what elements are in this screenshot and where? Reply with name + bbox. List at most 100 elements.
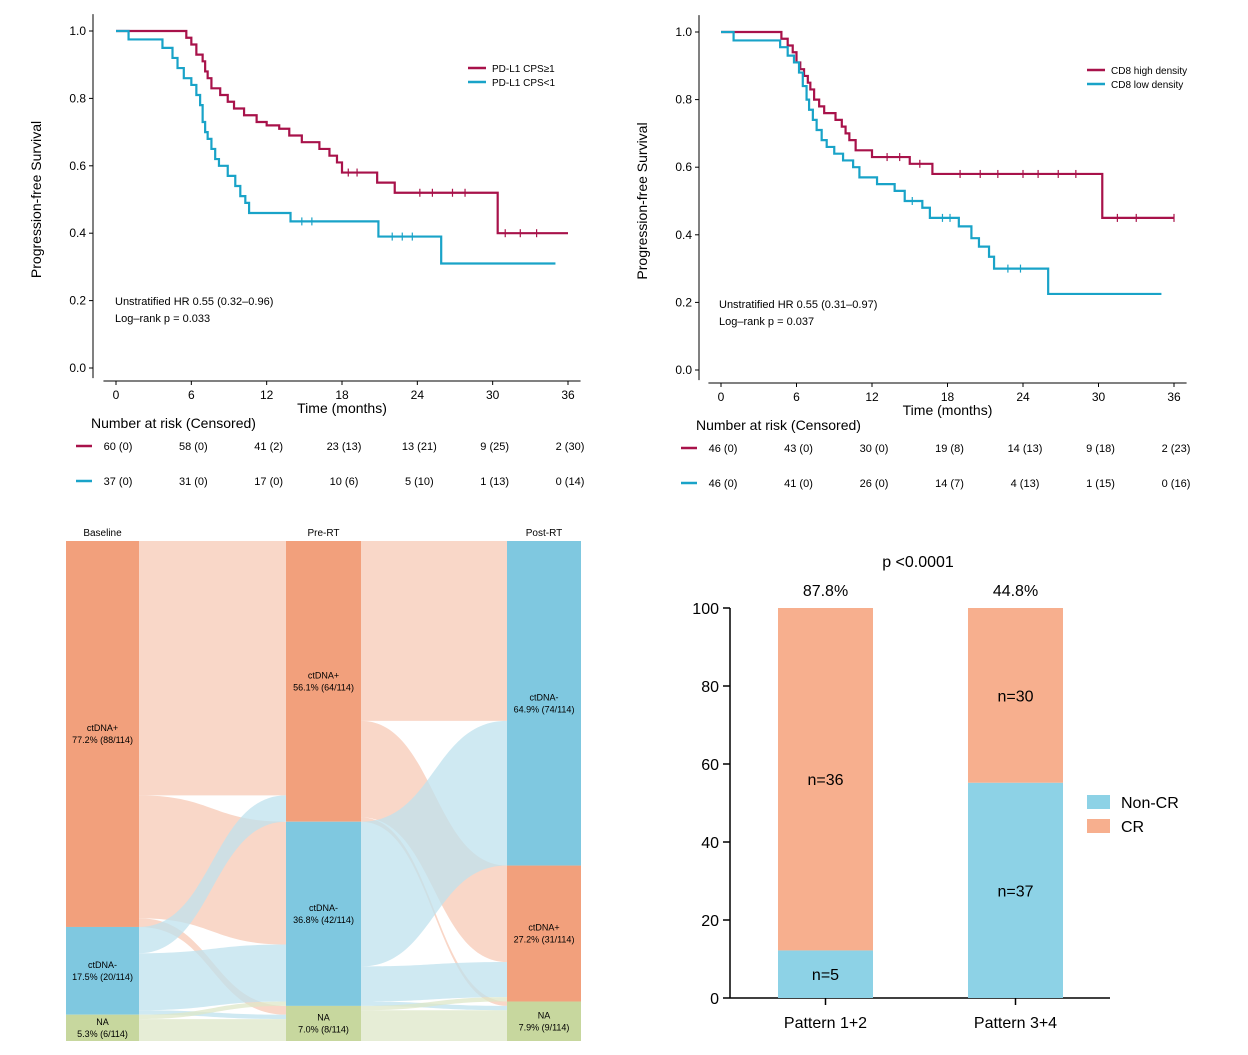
x-tick-label: 30 <box>486 388 500 402</box>
x-tick-label: 36 <box>1167 390 1181 404</box>
sankey-node-neg <box>286 821 361 1006</box>
stage-label: Baseline <box>83 528 122 539</box>
km-curve-series-1 <box>116 29 568 235</box>
km-curve-series-2 <box>721 30 1162 296</box>
x-tick-label: 18 <box>335 388 349 402</box>
node-label: NA <box>317 1012 330 1022</box>
risk-cell: 58 (0) <box>179 441 208 453</box>
risk-cell: 46 (0) <box>709 478 738 490</box>
x-axis-label: Time (months) <box>297 400 387 416</box>
stats-annotation: Log–rank p = 0.033 <box>115 313 210 325</box>
chart-title: p <0.0001 <box>882 554 954 571</box>
bar-segment-non-cr <box>968 782 1063 998</box>
risk-cell: 10 (6) <box>330 476 359 488</box>
y-tick-label: 20 <box>701 913 719 930</box>
node-label: NA <box>96 1017 109 1027</box>
y-axis-label: Progression-free Survival <box>28 121 44 278</box>
risk-cell: 1 (15) <box>1086 478 1115 490</box>
risk-cell: 0 (14) <box>556 476 585 488</box>
x-axis-label: Time (months) <box>903 402 993 418</box>
x-tick-label: 36 <box>561 388 575 402</box>
legend-label: CR <box>1121 819 1144 836</box>
risk-cell: 4 (13) <box>1011 478 1040 490</box>
risk-cell: 30 (0) <box>860 443 889 455</box>
x-tick-label: Pattern 1+2 <box>784 1015 867 1032</box>
risk-cell: 41 (2) <box>254 441 283 453</box>
risk-cell: 0 (16) <box>1162 478 1191 490</box>
risk-cell: 2 (30) <box>556 441 585 453</box>
x-tick-label: 0 <box>113 388 120 402</box>
risk-cell: 46 (0) <box>709 443 738 455</box>
x-tick-label: 24 <box>1016 390 1030 404</box>
sankey-node-neg <box>66 926 139 1015</box>
risk-cell: 1 (13) <box>480 476 509 488</box>
node-detail: 27.2% (31/114) <box>514 935 575 945</box>
y-tick-label: 0.6 <box>69 159 86 173</box>
stacked-bar-panel-response: 0 20 40 60 80 100 p <0.0001 n=5 n=36 Pattern 1+2 8… <box>692 554 1179 1032</box>
risk-cell: 5 (10) <box>405 476 434 488</box>
x-tick-label: 18 <box>941 390 955 404</box>
bar-segment-cr <box>778 608 873 951</box>
y-tick-label: 0.4 <box>675 228 692 242</box>
stage-label: Pre-RT <box>307 528 339 539</box>
y-tick-label: 1.0 <box>69 24 86 38</box>
sankey-node-neg <box>507 541 581 866</box>
bar-segment-cr <box>968 608 1063 783</box>
stage-label: Post-RT <box>526 528 563 539</box>
sankey-flow <box>139 1001 286 1020</box>
risk-cell: 14 (13) <box>1008 443 1043 455</box>
risk-cell: 23 (13) <box>327 441 362 453</box>
y-axis-label: Progression-free Survival <box>634 122 650 279</box>
risk-table-title: Number at risk (Censored) <box>91 415 256 431</box>
x-tick-label: 6 <box>188 388 195 402</box>
km-curve-series-1 <box>721 30 1174 219</box>
bar-count-label: n=5 <box>812 967 839 984</box>
sankey-node-na <box>66 1014 139 1041</box>
risk-cell: 43 (0) <box>784 443 813 455</box>
y-tick-label: 80 <box>701 679 719 696</box>
y-tick-label: 0.6 <box>675 160 692 174</box>
km-curve-series-2 <box>116 29 556 265</box>
y-tick-label: 0.0 <box>675 363 692 377</box>
node-detail: 5.3% (6/114) <box>77 1029 128 1039</box>
sankey-flow <box>361 962 507 1002</box>
node-detail: 17.5% (20/114) <box>72 972 133 982</box>
stats-annotation: Log–rank p = 0.037 <box>719 316 814 328</box>
y-tick-label: 100 <box>692 601 719 618</box>
sankey-node-pos <box>507 865 581 1002</box>
bar-count-label: n=30 <box>997 688 1033 705</box>
sankey-panel-ctdna: Baseline ctDNA+ 77.2% (88/114) ctDNA- 17.5% … <box>66 528 581 1041</box>
legend-label: PD-L1 CPS<1 <box>492 78 556 89</box>
sankey-flow <box>139 1010 286 1020</box>
x-tick-label: 24 <box>411 388 425 402</box>
sankey-flow <box>361 720 507 967</box>
node-label: ctDNA- <box>530 692 559 702</box>
node-detail: 7.9% (9/114) <box>519 1022 570 1032</box>
node-detail: 56.1% (64/114) <box>293 682 354 692</box>
bar-count-label: n=36 <box>807 772 843 789</box>
node-label: ctDNA- <box>309 903 338 913</box>
node-label: ctDNA+ <box>528 923 559 933</box>
bar-segment-non-cr <box>778 950 873 998</box>
risk-cell: 14 (7) <box>935 478 964 490</box>
risk-cell: 9 (25) <box>480 441 509 453</box>
risk-cell: 37 (0) <box>104 476 133 488</box>
legend-swatch <box>1087 795 1110 809</box>
y-tick-label: 0.8 <box>69 91 86 105</box>
risk-cell: 2 (23) <box>1162 443 1191 455</box>
node-label: NA <box>538 1010 551 1020</box>
node-detail: 77.2% (88/114) <box>72 735 133 745</box>
risk-cell: 26 (0) <box>860 478 889 490</box>
x-tick-label: 12 <box>260 388 274 402</box>
legend-label: CD8 high density <box>1111 66 1187 77</box>
risk-cell: 13 (21) <box>402 441 437 453</box>
risk-cell: 19 (8) <box>935 443 964 455</box>
risk-cell: 31 (0) <box>179 476 208 488</box>
stats-annotation: Unstratified HR 0.55 (0.32–0.96) <box>115 296 273 308</box>
x-tick-label: Pattern 3+4 <box>974 1015 1057 1032</box>
risk-cell: 17 (0) <box>254 476 283 488</box>
risk-cell: 9 (18) <box>1086 443 1115 455</box>
sankey-flow <box>361 541 507 721</box>
sankey-node-na <box>286 1005 361 1041</box>
